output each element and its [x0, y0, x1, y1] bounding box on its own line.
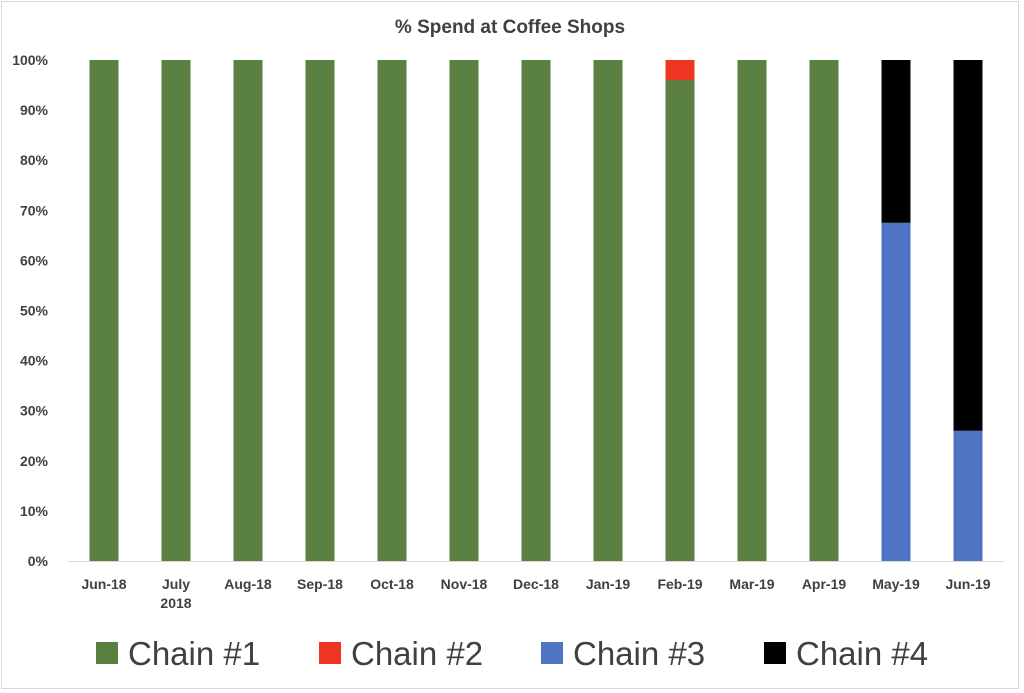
legend-swatch [541, 642, 563, 664]
y-tick-label: 80% [20, 152, 49, 168]
legend-label: Chain #3 [573, 635, 705, 672]
x-tick-label-line: Aug-18 [224, 576, 272, 592]
x-tick-label: Jun-19 [945, 576, 990, 592]
x-tick-label: Mar-19 [729, 576, 774, 592]
x-tick-label-line: Dec-18 [513, 576, 559, 592]
bars [89, 60, 983, 561]
x-tick-label: Aug-18 [224, 576, 272, 592]
x-tick-label: Sep-18 [297, 576, 343, 592]
x-tick-label-line: Mar-19 [729, 576, 774, 592]
x-tick-label: Jan-19 [586, 576, 631, 592]
bar-segment-chain-1 [737, 60, 767, 561]
bar-segment-chain-1 [89, 60, 119, 561]
legend-label: Chain #4 [796, 635, 928, 672]
x-tick-label-line: May-19 [872, 576, 920, 592]
x-tick-label-line: Nov-18 [441, 576, 488, 592]
x-tick-label: Feb-19 [657, 576, 702, 592]
bar-segment-chain-1 [809, 60, 839, 561]
x-tick-label-line: Sep-18 [297, 576, 343, 592]
legend-label: Chain #2 [351, 635, 483, 672]
bar-segment-chain-1 [305, 60, 335, 561]
y-tick-label: 20% [20, 453, 49, 469]
legend-label: Chain #1 [128, 635, 260, 672]
legend-item-chain-4: Chain #4 [764, 635, 928, 672]
legend-swatch [764, 642, 786, 664]
chart-title: % Spend at Coffee Shops [395, 17, 625, 38]
bar-segment-chain-1 [233, 60, 263, 561]
bar-segment-chain-4 [953, 60, 983, 431]
y-axis: 0% 10% 20% 30% 40% 50% 60% 70% 80% 90% 100% [12, 52, 48, 569]
y-tick-label: 70% [20, 202, 49, 218]
bar-segment-chain-2 [665, 60, 695, 81]
x-tick-label: Nov-18 [441, 576, 488, 592]
legend: Chain #1 Chain #2 Chain #3 Chain #4 [96, 635, 928, 672]
y-tick-label: 10% [20, 503, 49, 519]
x-tick-label-line: Oct-18 [370, 576, 414, 592]
bar-segment-chain-4 [881, 60, 911, 223]
y-tick-label: 0% [28, 553, 49, 569]
x-axis: Jun-18 July 2018 Aug-18 Sep-18 Oct-18 Nov-18 De… [68, 561, 1004, 611]
y-tick-label: 30% [20, 403, 49, 419]
x-tick-label-line: July [162, 576, 190, 592]
legend-swatch [319, 642, 341, 664]
bar-segment-chain-1 [377, 60, 407, 561]
x-tick-label: July 2018 [160, 576, 191, 611]
x-tick-label-line: Jun-18 [81, 576, 126, 592]
x-tick-label: Dec-18 [513, 576, 559, 592]
legend-item-chain-1: Chain #1 [96, 635, 260, 672]
bar-segment-chain-1 [521, 60, 551, 561]
legend-swatch [96, 642, 118, 664]
x-tick-label: Jun-18 [81, 576, 126, 592]
bar-segment-chain-3 [953, 430, 983, 561]
x-tick-label-line: Jun-19 [945, 576, 990, 592]
y-tick-label: 50% [20, 303, 49, 319]
bar-segment-chain-1 [593, 60, 623, 561]
y-tick-label: 40% [20, 353, 49, 369]
y-tick-label: 60% [20, 252, 49, 268]
bar-segment-chain-1 [449, 60, 479, 561]
x-tick-label-line: Feb-19 [657, 576, 702, 592]
legend-item-chain-3: Chain #3 [541, 635, 705, 672]
bar-segment-chain-1 [161, 60, 191, 561]
x-tick-label: Apr-19 [802, 576, 847, 592]
x-tick-label-line: Apr-19 [802, 576, 847, 592]
bar-segment-chain-3 [881, 222, 911, 561]
bar-segment-chain-1 [665, 80, 695, 561]
x-tick-label-line: Jan-19 [586, 576, 631, 592]
x-tick-label-line: 2018 [160, 595, 191, 611]
legend-item-chain-2: Chain #2 [319, 635, 483, 672]
y-tick-label: 100% [12, 52, 48, 68]
x-tick-label: May-19 [872, 576, 920, 592]
y-tick-label: 90% [20, 102, 49, 118]
x-tick-label: Oct-18 [370, 576, 414, 592]
